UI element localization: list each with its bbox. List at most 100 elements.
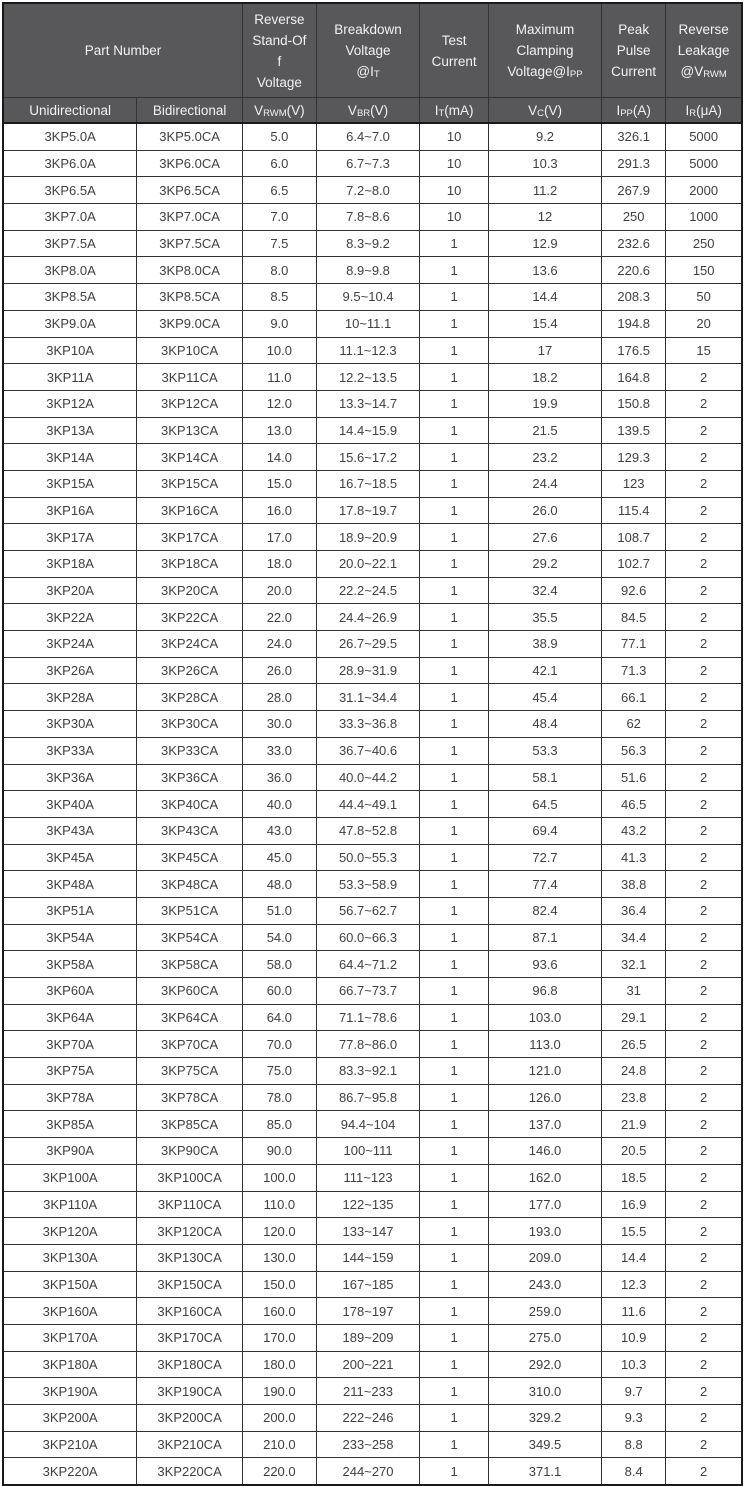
header-part-number: Part Number xyxy=(2,2,243,98)
cell-part-bidirectional: 3KP17CA xyxy=(136,523,243,551)
cell-reverse-leakage: 2 xyxy=(665,443,743,471)
cell-vrwm: 48.0 xyxy=(241,870,317,898)
cell-part-bidirectional: 3KP180CA xyxy=(136,1350,243,1379)
cell-vrwm: 20.0 xyxy=(241,576,317,605)
cell-vbr: 31.1~34.4 xyxy=(315,683,421,712)
cell-clamping-voltage: 45.4 xyxy=(487,683,603,712)
cell-clamping-voltage: 23.2 xyxy=(487,443,603,471)
cell-test-current: 1 xyxy=(419,283,489,311)
cell-clamping-voltage: 58.1 xyxy=(487,763,603,792)
cell-vrwm: 43.0 xyxy=(241,816,317,845)
cell-part-bidirectional: 3KP70CA xyxy=(136,1030,243,1059)
cell-vrwm: 10.0 xyxy=(241,336,317,365)
cell-peak-pulse-current: 12.3 xyxy=(601,1270,667,1299)
cell-vrwm: 30.0 xyxy=(241,710,317,738)
cell-clamping-voltage: 193.0 xyxy=(487,1217,603,1245)
table-row: 3KP8.0A 3KP8.0CA 8.0 8.9~9.8 1 13.6 220.6 150 xyxy=(2,256,743,285)
cell-part-bidirectional: 3KP58CA xyxy=(136,950,243,978)
cell-part-bidirectional: 3KP6.5CA xyxy=(136,176,243,205)
cell-vrwm: 40.0 xyxy=(241,790,317,818)
cell-clamping-voltage: 29.2 xyxy=(487,550,603,578)
cell-test-current: 1 xyxy=(419,309,489,338)
cell-test-current: 1 xyxy=(419,1323,489,1352)
cell-part-unidirectional: 3KP220A xyxy=(2,1457,138,1486)
cell-part-bidirectional: 3KP200CA xyxy=(136,1404,243,1432)
cell-test-current: 1 xyxy=(419,550,489,578)
cell-peak-pulse-current: 139.5 xyxy=(601,416,667,445)
cell-vbr: 50.0~55.3 xyxy=(315,843,421,872)
cell-test-current: 1 xyxy=(419,443,489,471)
cell-peak-pulse-current: 38.8 xyxy=(601,870,667,898)
cell-part-unidirectional: 3KP36A xyxy=(2,763,138,792)
cell-part-unidirectional: 3KP28A xyxy=(2,683,138,712)
cell-part-unidirectional: 3KP85A xyxy=(2,1110,138,1139)
cell-clamping-voltage: 32.4 xyxy=(487,576,603,605)
cell-reverse-leakage: 1000 xyxy=(665,203,743,231)
cell-part-bidirectional: 3KP40CA xyxy=(136,790,243,818)
cell-reverse-leakage: 150 xyxy=(665,256,743,285)
cell-part-bidirectional: 3KP170CA xyxy=(136,1323,243,1352)
cell-vrwm: 130.0 xyxy=(241,1243,317,1272)
table-row: 3KP90A 3KP90CA 90.0 100~111 1 146.0 20.5 2 xyxy=(2,1137,743,1165)
cell-vbr: 14.4~15.9 xyxy=(315,416,421,445)
cell-clamping-voltage: 13.6 xyxy=(487,256,603,285)
cell-part-unidirectional: 3KP110A xyxy=(2,1190,138,1219)
cell-part-bidirectional: 3KP160CA xyxy=(136,1297,243,1325)
cell-test-current: 1 xyxy=(419,896,489,925)
cell-reverse-leakage: 2 xyxy=(665,363,743,391)
cell-vrwm: 90.0 xyxy=(241,1137,317,1165)
cell-test-current: 1 xyxy=(419,1003,489,1032)
table-row: 3KP85A 3KP85CA 85.0 94.4~104 1 137.0 21.9 2 xyxy=(2,1110,743,1139)
cell-clamping-voltage: 329.2 xyxy=(487,1404,603,1432)
cell-vrwm: 180.0 xyxy=(241,1350,317,1379)
cell-peak-pulse-current: 123 xyxy=(601,469,667,498)
cell-peak-pulse-current: 36.4 xyxy=(601,896,667,925)
cell-reverse-leakage: 2 xyxy=(665,1110,743,1139)
cell-part-bidirectional: 3KP190CA xyxy=(136,1377,243,1405)
cell-vbr: 66.7~73.7 xyxy=(315,977,421,1005)
cell-part-unidirectional: 3KP15A xyxy=(2,469,138,498)
cell-vbr: 36.7~40.6 xyxy=(315,736,421,765)
cell-vbr: 83.3~92.1 xyxy=(315,1057,421,1085)
cell-peak-pulse-current: 115.4 xyxy=(601,496,667,525)
cell-peak-pulse-current: 102.7 xyxy=(601,550,667,578)
cell-test-current: 1 xyxy=(419,870,489,898)
cell-part-unidirectional: 3KP30A xyxy=(2,710,138,738)
cell-clamping-voltage: 137.0 xyxy=(487,1110,603,1139)
cell-part-bidirectional: 3KP9.0CA xyxy=(136,309,243,338)
header-units-row: Unidirectional Bidirectional VRWM(V) VBR… xyxy=(2,97,743,124)
cell-clamping-voltage: 12.9 xyxy=(487,229,603,258)
cell-vbr: 22.2~24.5 xyxy=(315,576,421,605)
cell-clamping-voltage: 10.3 xyxy=(487,149,603,178)
cell-part-unidirectional: 3KP20A xyxy=(2,576,138,605)
cell-clamping-voltage: 21.5 xyxy=(487,416,603,445)
header-peak-pulse-current: Peak Pulse Current xyxy=(601,2,667,98)
cell-vbr: 24.4~26.9 xyxy=(315,603,421,632)
cell-part-bidirectional: 3KP8.5CA xyxy=(136,283,243,311)
cell-part-bidirectional: 3KP8.0CA xyxy=(136,256,243,285)
cell-vbr: 167~185 xyxy=(315,1270,421,1299)
cell-part-bidirectional: 3KP78CA xyxy=(136,1083,243,1112)
cell-vbr: 11.1~12.3 xyxy=(315,336,421,365)
cell-vbr: 15.6~17.2 xyxy=(315,443,421,471)
cell-part-bidirectional: 3KP64CA xyxy=(136,1003,243,1032)
cell-peak-pulse-current: 15.5 xyxy=(601,1217,667,1245)
cell-peak-pulse-current: 208.3 xyxy=(601,283,667,311)
table-row: 3KP10A 3KP10CA 10.0 11.1~12.3 1 17 176.5 15 xyxy=(2,336,743,365)
cell-vrwm: 220.0 xyxy=(241,1457,317,1486)
cell-reverse-leakage: 250 xyxy=(665,229,743,258)
cell-clamping-voltage: 15.4 xyxy=(487,309,603,338)
cell-part-bidirectional: 3KP75CA xyxy=(136,1057,243,1085)
cell-vbr: 9.5~10.4 xyxy=(315,283,421,311)
cell-reverse-leakage: 2 xyxy=(665,923,743,952)
cell-reverse-leakage: 50 xyxy=(665,283,743,311)
cell-vrwm: 51.0 xyxy=(241,896,317,925)
cell-reverse-leakage: 2 xyxy=(665,843,743,872)
cell-peak-pulse-current: 267.9 xyxy=(601,176,667,205)
cell-vbr: 18.9~20.9 xyxy=(315,523,421,551)
cell-part-unidirectional: 3KP48A xyxy=(2,870,138,898)
cell-vrwm: 6.5 xyxy=(241,176,317,205)
cell-part-bidirectional: 3KP43CA xyxy=(136,816,243,845)
cell-vrwm: 58.0 xyxy=(241,950,317,978)
cell-test-current: 1 xyxy=(419,630,489,658)
